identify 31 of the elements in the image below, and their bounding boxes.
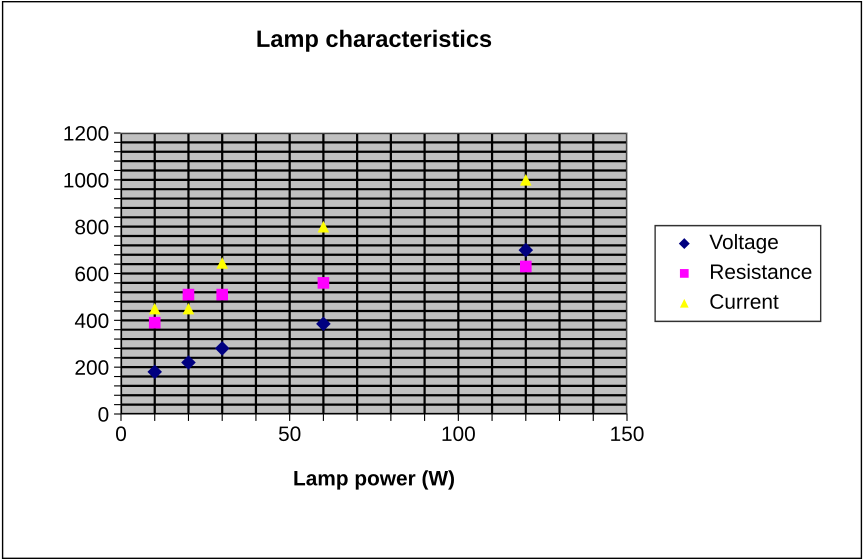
x-axis-title: Lamp power (W) [294, 470, 454, 490]
point [181, 355, 196, 370]
point [182, 302, 194, 314]
chart-title: Lamp characteristics [257, 30, 492, 52]
y-tick-label: 400 [74, 313, 108, 328]
point [316, 316, 331, 332]
legend-label: Voltage [709, 234, 778, 254]
legend-label: Current [710, 294, 779, 309]
y-tick-label: 200 [75, 360, 108, 375]
y-tick-label: 1000 [64, 172, 108, 188]
y-tick-label: 0 [98, 407, 108, 422]
x-tick-label: 100 [442, 426, 475, 442]
point [318, 277, 330, 289]
point [216, 257, 228, 269]
x-tick-label: 150 [611, 426, 644, 442]
point [520, 174, 532, 186]
point [518, 242, 534, 258]
point [148, 316, 161, 328]
point [148, 302, 161, 314]
point [318, 220, 330, 232]
y-tick-label: 1200 [64, 126, 108, 141]
y-tick-label: 600 [75, 266, 108, 282]
point [520, 260, 532, 272]
point [214, 341, 230, 356]
y-tick-label: 800 [75, 220, 108, 234]
point [147, 364, 162, 380]
point [182, 288, 194, 300]
point [216, 288, 228, 300]
x-tick-label: 50 [278, 426, 300, 442]
legend-label: Resistance [711, 264, 812, 280]
x-tick-label: 0 [116, 426, 126, 442]
